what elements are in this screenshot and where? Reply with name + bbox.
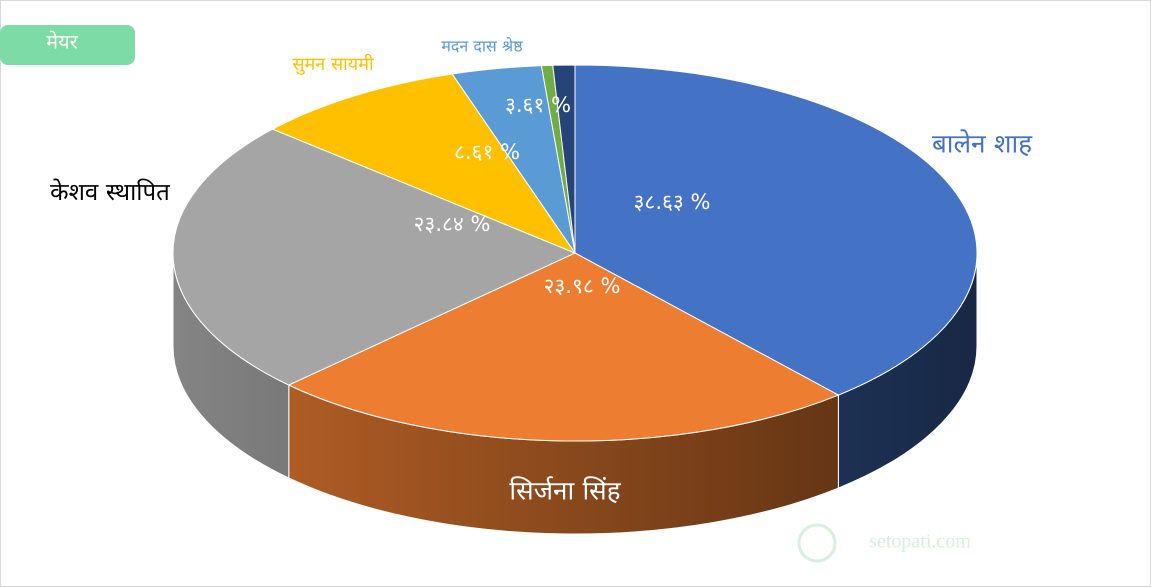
watermark-icon (797, 523, 837, 563)
watermark: setopati.com (869, 531, 971, 553)
slice (271, 73, 577, 255)
value-label: ८.६१ % (454, 140, 520, 164)
value-label: २३.८४ % (414, 212, 491, 236)
category-label: सिर्जना सिंह (509, 476, 621, 507)
category-label: सुमन सायमी (292, 53, 374, 75)
slice (574, 64, 978, 396)
category-label: बालेन शाह (932, 129, 1033, 160)
value-label: २३.९८ % (544, 274, 621, 298)
slice (287, 252, 840, 442)
category-label: केशव स्थापित (50, 178, 171, 206)
slice (552, 64, 576, 254)
pie-tops (172, 64, 978, 442)
value-label: ३८.६३ % (634, 190, 711, 214)
slice (172, 128, 577, 386)
chart-title: मेयर (46, 30, 79, 54)
category-label: मदन दास श्रेष्ठ (441, 37, 523, 56)
value-label: ३.६१ % (505, 93, 571, 117)
labels: बालेन शाह ३८.६३ % सिर्जना सिंह २३.९८ % केशव … (50, 37, 1033, 507)
title-badge (0, 25, 135, 65)
